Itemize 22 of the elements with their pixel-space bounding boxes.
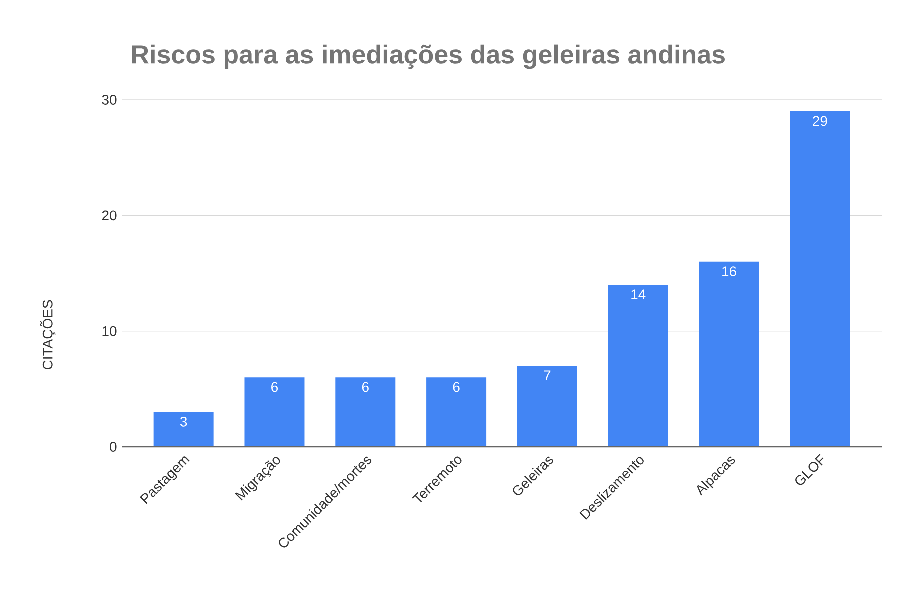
data-label: 3: [180, 417, 188, 427]
bar: [336, 378, 396, 447]
bar: [154, 412, 214, 447]
bar: [699, 262, 760, 447]
data-label: 16: [722, 266, 736, 277]
y-tick-label: 0: [110, 442, 117, 452]
bar: [608, 285, 668, 447]
chart-title: Riscos para as imediações das geleiras andinas: [132, 44, 725, 70]
bar: [426, 378, 487, 447]
bar: [244, 378, 305, 447]
data-label: 7: [544, 370, 551, 380]
bar: [517, 366, 578, 447]
data-label: 6: [453, 382, 460, 392]
data-label: 6: [272, 382, 278, 392]
y-tick-label: 10: [102, 326, 117, 336]
y-axis-title: CITAÇÕES: [40, 300, 56, 370]
data-label: 6: [362, 382, 369, 392]
y-tick-label: 20: [102, 210, 117, 221]
bar: [790, 112, 850, 447]
y-tick-label: 30: [102, 95, 117, 105]
data-label: 29: [813, 116, 828, 126]
data-label: 14: [632, 290, 646, 300]
